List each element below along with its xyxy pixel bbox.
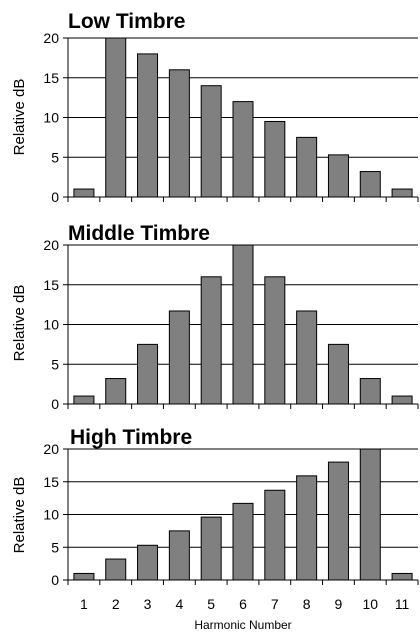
x-tick-label: 2 <box>112 596 120 612</box>
chart-title: Middle Timbre <box>68 222 210 245</box>
bar-harmonic-4 <box>168 530 190 581</box>
y-tick-label: 10 <box>43 507 59 523</box>
y-tick-label: 5 <box>51 356 59 372</box>
y-tick-label: 5 <box>51 539 59 555</box>
y-tick-label: 10 <box>43 317 59 333</box>
bar-harmonic-6 <box>232 244 254 405</box>
x-axis-label: Harmonic Number <box>194 618 291 632</box>
x-tick-label: 9 <box>335 596 343 612</box>
x-tick-labels: 1 2 3 4 5 6 7 8 9 10 11 <box>80 596 410 612</box>
axes-layer: 0 5 10 15 20 <box>43 30 419 205</box>
bars-layer <box>73 244 413 405</box>
bar-harmonic-9 <box>327 343 349 405</box>
y-tick-label: 5 <box>51 149 59 165</box>
bar-harmonic-5 <box>200 516 222 581</box>
bar-harmonic-11 <box>391 572 413 581</box>
bar-harmonic-7 <box>264 276 286 405</box>
bar-harmonic-10 <box>359 378 381 405</box>
y-tick-label: 20 <box>43 237 59 253</box>
y-tick-label: 0 <box>51 189 59 205</box>
bar-harmonic-4 <box>168 69 190 198</box>
x-tick-label: 10 <box>362 596 378 612</box>
bar-harmonic-2 <box>105 378 127 405</box>
bar-harmonic-11 <box>391 395 413 405</box>
axes-layer: 0 5 10 15 20 <box>43 237 419 412</box>
y-tick-label: 15 <box>43 70 59 86</box>
bar-harmonic-3 <box>137 53 159 198</box>
y-axis-label: Relative dB <box>11 477 28 554</box>
x-tick-label: 11 <box>395 596 410 612</box>
bar-harmonic-1 <box>73 188 95 198</box>
y-tick-label: 10 <box>43 110 59 126</box>
bar-harmonic-1 <box>73 572 95 581</box>
y-tick-label: 20 <box>43 441 59 457</box>
bar-harmonic-1 <box>73 395 95 405</box>
bars-layer <box>73 448 413 581</box>
bar-harmonic-2 <box>105 558 127 581</box>
bar-harmonic-6 <box>232 101 254 198</box>
axes-layer: 0 5 10 15 20 <box>43 441 419 588</box>
bar-harmonic-7 <box>264 120 286 198</box>
chart-panel-low-timbre: Low Timbre Relative dB 0 5 10 15 20 <box>11 10 419 205</box>
y-tick-label: 15 <box>43 474 59 490</box>
bars-layer <box>73 37 413 198</box>
bar-harmonic-8 <box>296 310 318 405</box>
bar-harmonic-3 <box>137 343 159 405</box>
x-tick-label: 5 <box>207 596 215 612</box>
y-axis-label: Relative dB <box>11 79 28 156</box>
chart-panel-high-timbre: High Timbre Relative dB 0 5 10 15 20 1 2 3 4 5 6 7… <box>11 426 419 632</box>
chart-title: High Timbre <box>70 426 192 449</box>
chart-title: Low Timbre <box>68 10 185 33</box>
y-axis-label: Relative dB <box>11 285 28 362</box>
bar-harmonic-9 <box>327 461 349 581</box>
bar-harmonic-7 <box>264 489 286 581</box>
y-tick-label: 15 <box>43 277 59 293</box>
bar-harmonic-2 <box>105 37 127 198</box>
y-tick-label: 0 <box>51 572 59 588</box>
bar-harmonic-8 <box>296 136 318 198</box>
x-tick-label: 6 <box>239 596 247 612</box>
bar-harmonic-5 <box>200 276 222 405</box>
bar-harmonic-10 <box>359 448 381 581</box>
x-tick-label: 7 <box>271 596 279 612</box>
x-tick-label: 1 <box>80 596 88 612</box>
bar-harmonic-8 <box>296 475 318 581</box>
bar-harmonic-6 <box>232 502 254 581</box>
x-tick-label: 8 <box>303 596 311 612</box>
y-tick-label: 20 <box>43 30 59 46</box>
x-tick-label: 3 <box>144 596 152 612</box>
chart-panel-middle-timbre: Middle Timbre Relative dB 0 5 10 15 20 <box>11 222 419 412</box>
bar-harmonic-10 <box>359 171 381 198</box>
bar-harmonic-3 <box>137 544 159 581</box>
bar-harmonic-5 <box>200 85 222 198</box>
bar-harmonic-11 <box>391 188 413 198</box>
y-tick-label: 0 <box>51 396 59 412</box>
bar-harmonic-4 <box>168 310 190 405</box>
x-tick-label: 4 <box>175 596 183 612</box>
bar-harmonic-9 <box>327 154 349 198</box>
